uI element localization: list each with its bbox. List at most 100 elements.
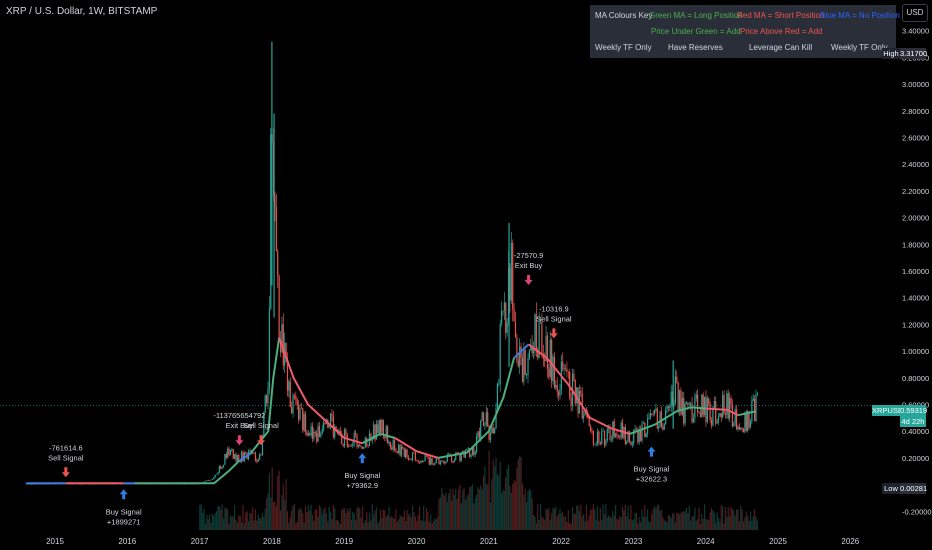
volume-bar: [534, 516, 536, 530]
candle-body: [651, 413, 653, 415]
candle-body: [432, 464, 435, 465]
volume-bar: [435, 519, 437, 530]
candle-body: [516, 337, 518, 361]
volume-bar: [366, 511, 368, 530]
candle-body: [329, 413, 332, 426]
candle-body: [574, 380, 576, 404]
y-tick-label: 2.20000: [902, 187, 929, 196]
candle-body: [413, 452, 415, 454]
candle-body: [485, 412, 487, 425]
key-green-ma: Green MA = Long Position: [649, 11, 743, 20]
candle-body: [460, 452, 462, 461]
last-price-tag: 0.59319: [900, 405, 928, 416]
candle-body: [224, 454, 226, 465]
volume-bar: [716, 512, 718, 530]
volume-bar: [591, 509, 593, 530]
currency-button[interactable]: USD: [902, 4, 928, 22]
candle-body: [310, 426, 312, 436]
volume-bar: [353, 513, 355, 530]
candle-body: [564, 368, 567, 369]
volume-bar: [350, 519, 353, 530]
candle-body: [232, 449, 234, 459]
volume-bar: [706, 519, 708, 530]
volume-bar: [424, 520, 426, 530]
candle-body: [655, 408, 657, 411]
candle-body: [546, 335, 549, 369]
volume-bar: [687, 512, 689, 530]
candle-body: [695, 394, 697, 399]
volume-bar: [334, 508, 336, 530]
candle-body: [321, 429, 323, 434]
candle-body: [482, 412, 485, 426]
candle-body: [245, 452, 247, 453]
volume-bar: [702, 518, 704, 530]
volume-bar: [264, 508, 266, 530]
volume-bar: [674, 522, 676, 530]
volume-bar: [552, 507, 554, 530]
volume-bar: [214, 513, 216, 530]
key-title: MA Colours Key: [595, 11, 653, 20]
candle-body: [425, 455, 428, 456]
volume-bar: [592, 504, 594, 530]
volume-bar: [464, 499, 467, 530]
volume-bar: [713, 512, 715, 530]
signal-label: +1899271: [107, 517, 141, 526]
volume-bar: [374, 510, 376, 530]
volume-bar: [574, 513, 576, 530]
candle-body: [236, 455, 239, 461]
candle-body: [259, 454, 261, 460]
candle-body: [684, 403, 686, 424]
candle-body: [380, 419, 382, 433]
signal-label: -10316.9: [539, 304, 569, 313]
volume-bar: [581, 516, 583, 530]
volume-bar: [386, 515, 389, 530]
candle-body: [576, 387, 578, 404]
candle-body: [410, 458, 412, 460]
volume-bar: [747, 515, 749, 530]
volume-bar: [430, 514, 432, 530]
volume-bar: [409, 513, 411, 530]
volume-bar: [665, 520, 667, 530]
volume-bar: [548, 508, 550, 530]
candle-body: [646, 418, 649, 434]
candle-body: [592, 431, 594, 445]
candle-body: [688, 404, 690, 406]
x-tick-label: 2021: [480, 537, 498, 546]
volume-bar: [710, 507, 713, 530]
candle-body: [439, 461, 442, 464]
volume-bar: [388, 506, 390, 530]
candle-body: [438, 457, 440, 464]
candle-body: [687, 402, 689, 406]
volume-bar: [482, 475, 485, 530]
volume-bar: [200, 504, 202, 530]
candle-body: [658, 426, 660, 429]
candle-body: [235, 453, 237, 461]
volume-bar: [425, 507, 428, 530]
volume-bar: [206, 515, 208, 530]
volume-bar: [286, 511, 289, 530]
candle-body: [459, 453, 461, 461]
volume-bar: [291, 510, 293, 530]
y-tick-label: 2.00000: [902, 214, 929, 223]
volume-bar: [396, 521, 398, 530]
candle-body: [567, 371, 569, 373]
volume-bar: [709, 512, 711, 530]
candle-body: [487, 412, 489, 426]
candle-body: [470, 454, 472, 458]
candle-body: [641, 423, 643, 441]
candle-body: [335, 426, 337, 430]
volume-bar: [442, 493, 444, 530]
candle-body: [220, 466, 222, 469]
x-tick-label: 2020: [408, 537, 426, 546]
candle-body: [754, 398, 756, 422]
x-tick-label: 2017: [191, 537, 209, 546]
candle-body: [605, 440, 607, 446]
candle-body: [359, 444, 361, 447]
volume-bar: [405, 521, 407, 530]
candle-body: [350, 446, 353, 447]
volume-bar: [633, 519, 635, 530]
volume-bar: [495, 457, 497, 530]
volume-bar: [676, 513, 678, 530]
candle-body: [204, 480, 207, 482]
